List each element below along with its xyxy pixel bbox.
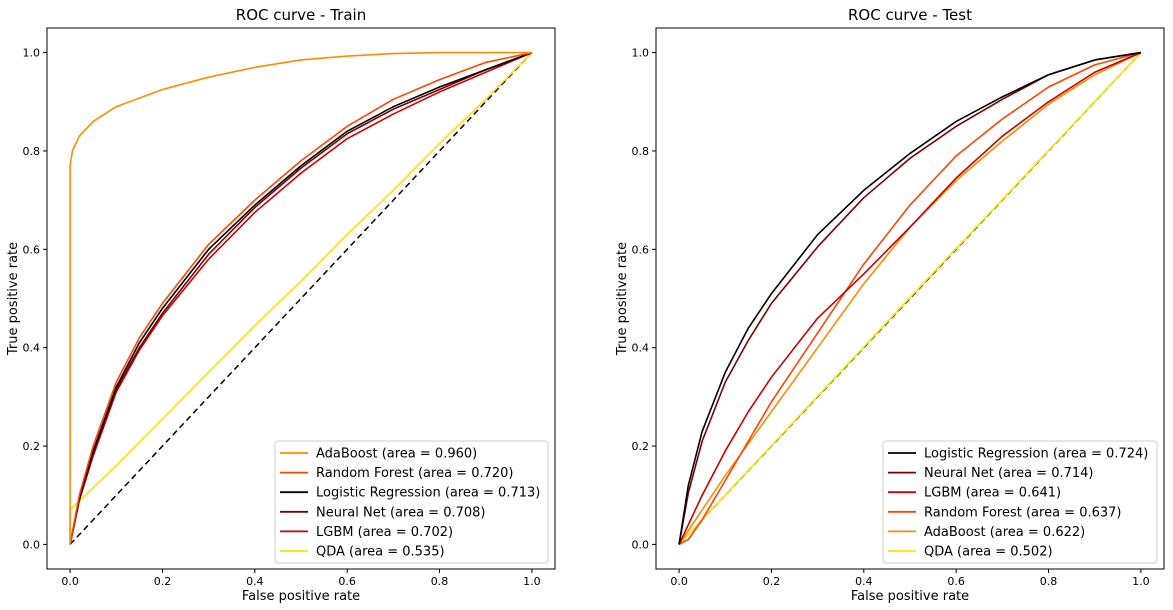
x-tick-label: 0.4 <box>855 575 873 588</box>
y-axis-label: True positive rate <box>6 242 21 356</box>
series-line-logistic-regression <box>69 51 533 545</box>
legend-label: Neural Net (area = 0.714) <box>924 466 1093 481</box>
series-line-random-forest <box>678 51 1142 546</box>
x-tick-label: 0.0 <box>61 575 79 588</box>
y-tick-label: 0.0 <box>632 538 650 551</box>
y-tick-label: 0.4 <box>632 342 650 355</box>
chart-title: ROC curve - Test <box>848 6 972 24</box>
x-axis-label: False positive rate <box>851 589 969 604</box>
y-axis-label: True positive rate <box>615 242 630 356</box>
x-tick-label: 1.0 <box>523 575 541 588</box>
series-line-adaboost <box>69 51 532 545</box>
y-tick-label: 0.0 <box>23 538 41 551</box>
legend-label: LGBM (area = 0.702) <box>316 525 453 540</box>
x-tick-label: 0.8 <box>431 575 449 588</box>
series-line-lgbm <box>69 51 533 545</box>
x-tick-label: 0.4 <box>246 575 264 588</box>
series-group <box>69 51 533 545</box>
y-tick-label: 0.8 <box>632 145 650 158</box>
x-tick-label: 0.8 <box>1040 575 1058 588</box>
legend-label: QDA (area = 0.535) <box>316 545 445 560</box>
legend-label: LGBM (area = 0.641) <box>924 486 1061 501</box>
plot-frame <box>46 27 556 570</box>
legend-label: Logistic Regression (area = 0.713) <box>316 486 540 501</box>
y-tick-label: 0.6 <box>632 243 650 256</box>
y-tick-label: 1.0 <box>23 47 41 60</box>
chart-panel-train: ROC curve - Train 0.0 0.2 0.4 0.6 0.8 1.0 0.0 0.… <box>6 6 556 604</box>
x-axis-label: False positive rate <box>242 589 360 604</box>
series-line-qda <box>678 52 1142 545</box>
x-tick-label: 1.0 <box>1132 575 1150 588</box>
legend-label: QDA (area = 0.502) <box>924 545 1053 560</box>
legend: Logistic Regression (area = 0.724) Neural… <box>882 440 1158 564</box>
chart-title: ROC curve - Train <box>236 6 366 24</box>
series-line-neural-net <box>69 51 533 545</box>
x-tick-label: 0.2 <box>763 575 781 588</box>
plot-frame <box>655 27 1165 570</box>
series-line-adaboost <box>678 51 1142 545</box>
legend-label: Neural Net (area = 0.708) <box>316 505 485 520</box>
y-tick-label: 0.6 <box>23 243 41 256</box>
legend-label: Random Forest (area = 0.637) <box>924 505 1122 520</box>
x-tick-label: 0.6 <box>947 575 965 588</box>
x-tick-label: 0.0 <box>670 575 688 588</box>
legend-box <box>274 440 549 564</box>
y-tick-label: 1.0 <box>632 47 650 60</box>
series-line-random-forest <box>69 51 533 545</box>
diagonal-reference-line <box>69 52 533 545</box>
x-tick-label: 0.6 <box>338 575 356 588</box>
legend-label: Logistic Regression (area = 0.724) <box>924 447 1148 462</box>
y-tick-label: 0.2 <box>632 440 650 453</box>
series-line-lgbm <box>678 51 1142 545</box>
chart-panel-test: ROC curve - Test 0.0 0.2 0.4 0.6 0.8 1.0 0.0 0.2… <box>615 6 1165 604</box>
x-tick-label: 0.2 <box>154 575 172 588</box>
series-group <box>678 51 1142 546</box>
legend-box <box>882 440 1158 564</box>
series-line-qda <box>69 52 533 545</box>
legend-label: Random Forest (area = 0.720) <box>316 466 514 481</box>
y-tick-label: 0.8 <box>23 145 41 158</box>
legend-label: AdaBoost (area = 0.960) <box>316 447 477 462</box>
y-tick-label: 0.2 <box>23 440 41 453</box>
y-tick-label: 0.4 <box>23 342 41 355</box>
series-line-logistic-regression <box>678 51 1142 545</box>
legend: AdaBoost (area = 0.960) Random Forest (ar… <box>274 440 549 564</box>
legend-label: AdaBoost (area = 0.622) <box>924 525 1085 540</box>
